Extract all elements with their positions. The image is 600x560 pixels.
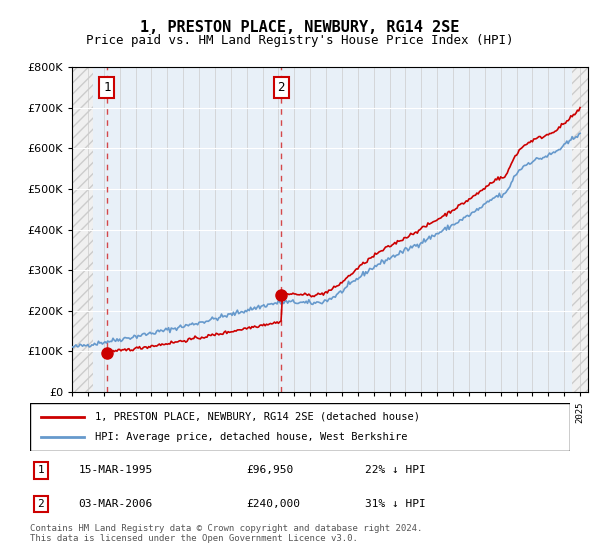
Text: Price paid vs. HM Land Registry's House Price Index (HPI): Price paid vs. HM Land Registry's House … xyxy=(86,34,514,46)
Text: 1, PRESTON PLACE, NEWBURY, RG14 2SE (detached house): 1, PRESTON PLACE, NEWBURY, RG14 2SE (det… xyxy=(95,412,420,422)
Text: 22% ↓ HPI: 22% ↓ HPI xyxy=(365,465,425,475)
Text: 03-MAR-2006: 03-MAR-2006 xyxy=(79,499,153,509)
Text: 1, PRESTON PLACE, NEWBURY, RG14 2SE: 1, PRESTON PLACE, NEWBURY, RG14 2SE xyxy=(140,20,460,35)
Bar xyxy=(72,67,92,392)
Text: Contains HM Land Registry data © Crown copyright and database right 2024.
This d: Contains HM Land Registry data © Crown c… xyxy=(30,524,422,543)
Text: 15-MAR-1995: 15-MAR-1995 xyxy=(79,465,153,475)
Text: £96,950: £96,950 xyxy=(246,465,293,475)
Text: 1: 1 xyxy=(103,81,110,94)
Text: HPI: Average price, detached house, West Berkshire: HPI: Average price, detached house, West… xyxy=(95,432,407,442)
Text: 2: 2 xyxy=(37,499,44,509)
FancyBboxPatch shape xyxy=(30,403,570,451)
Text: 1: 1 xyxy=(37,465,44,475)
Bar xyxy=(572,67,596,392)
Text: 2: 2 xyxy=(277,81,285,94)
Text: £240,000: £240,000 xyxy=(246,499,300,509)
Text: 31% ↓ HPI: 31% ↓ HPI xyxy=(365,499,425,509)
